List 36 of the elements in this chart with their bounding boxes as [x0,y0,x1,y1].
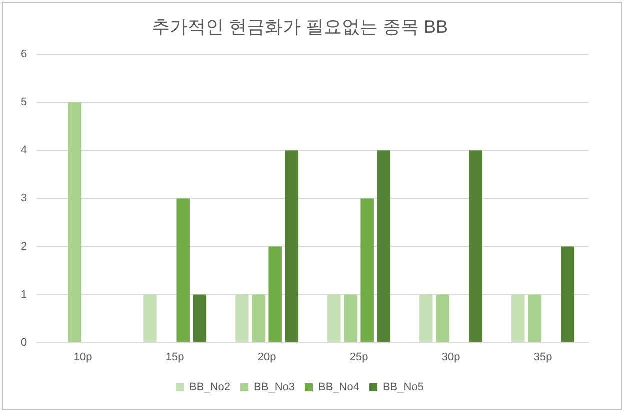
bar [328,294,341,342]
y-tick-label: 5 [20,96,28,109]
bar [561,246,574,342]
x-tick-label: 35p [534,351,552,364]
y-tick-label: 2 [20,240,28,253]
y-tick-label: 4 [20,144,28,157]
x-tick-label: 30p [442,351,460,364]
x-tick-label: 10p [74,351,92,364]
x-tick-label: 20p [258,351,276,364]
bar [512,294,525,342]
chart-title: 추가적인 현금화가 필요없는 종목 BB [152,16,448,37]
bar [176,198,190,342]
bar [193,294,207,342]
bar [252,294,266,342]
bar [236,294,249,342]
bar [528,294,542,342]
bar [268,246,282,342]
y-tick-label: 3 [20,192,28,205]
y-tick-label: 1 [20,288,28,301]
x-tick-label: 15p [166,351,184,364]
bar [360,198,374,342]
bar [68,102,82,342]
legend-label: BB_No5 [382,382,424,394]
bar [344,294,358,342]
legend-label: BB_No3 [254,382,296,394]
bar [436,294,450,342]
bar [469,150,482,342]
x-tick-label: 25p [350,351,368,364]
bar [377,150,391,342]
legend-label: BB_No2 [190,382,231,394]
bar [144,294,157,342]
legend-label: BB_No4 [318,382,360,394]
bar [285,150,299,342]
bar [420,294,433,342]
y-tick-label: 0 [20,336,28,349]
y-tick-label: 6 [20,48,28,61]
